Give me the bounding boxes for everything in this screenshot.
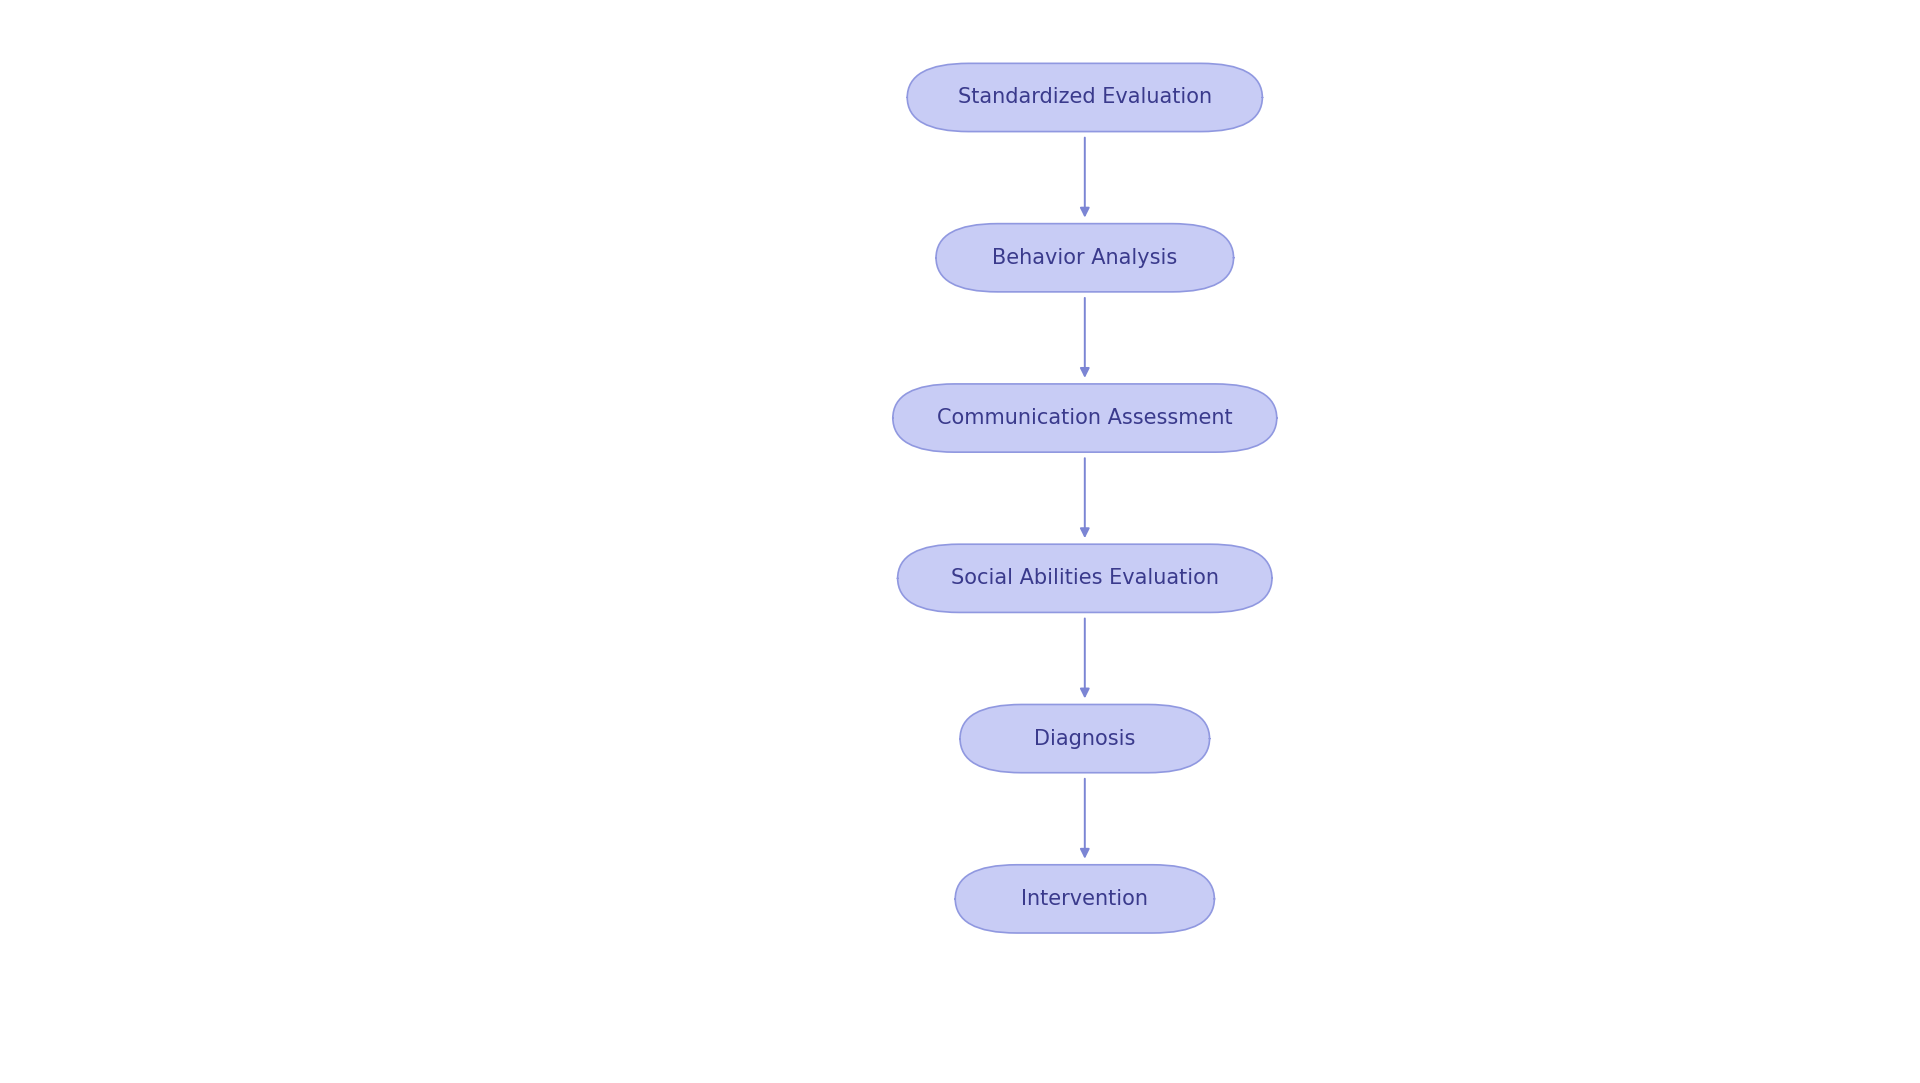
FancyBboxPatch shape [954,864,1213,932]
FancyBboxPatch shape [935,223,1233,291]
Text: Social Abilities Evaluation: Social Abilities Evaluation [950,569,1219,588]
FancyBboxPatch shape [893,383,1277,452]
FancyBboxPatch shape [960,704,1210,772]
Text: Communication Assessment: Communication Assessment [937,408,1233,428]
Text: Behavior Analysis: Behavior Analysis [993,248,1177,268]
FancyBboxPatch shape [906,63,1263,131]
Text: Diagnosis: Diagnosis [1035,729,1135,748]
Text: Intervention: Intervention [1021,889,1148,909]
FancyBboxPatch shape [897,544,1271,612]
Text: Standardized Evaluation: Standardized Evaluation [958,88,1212,107]
